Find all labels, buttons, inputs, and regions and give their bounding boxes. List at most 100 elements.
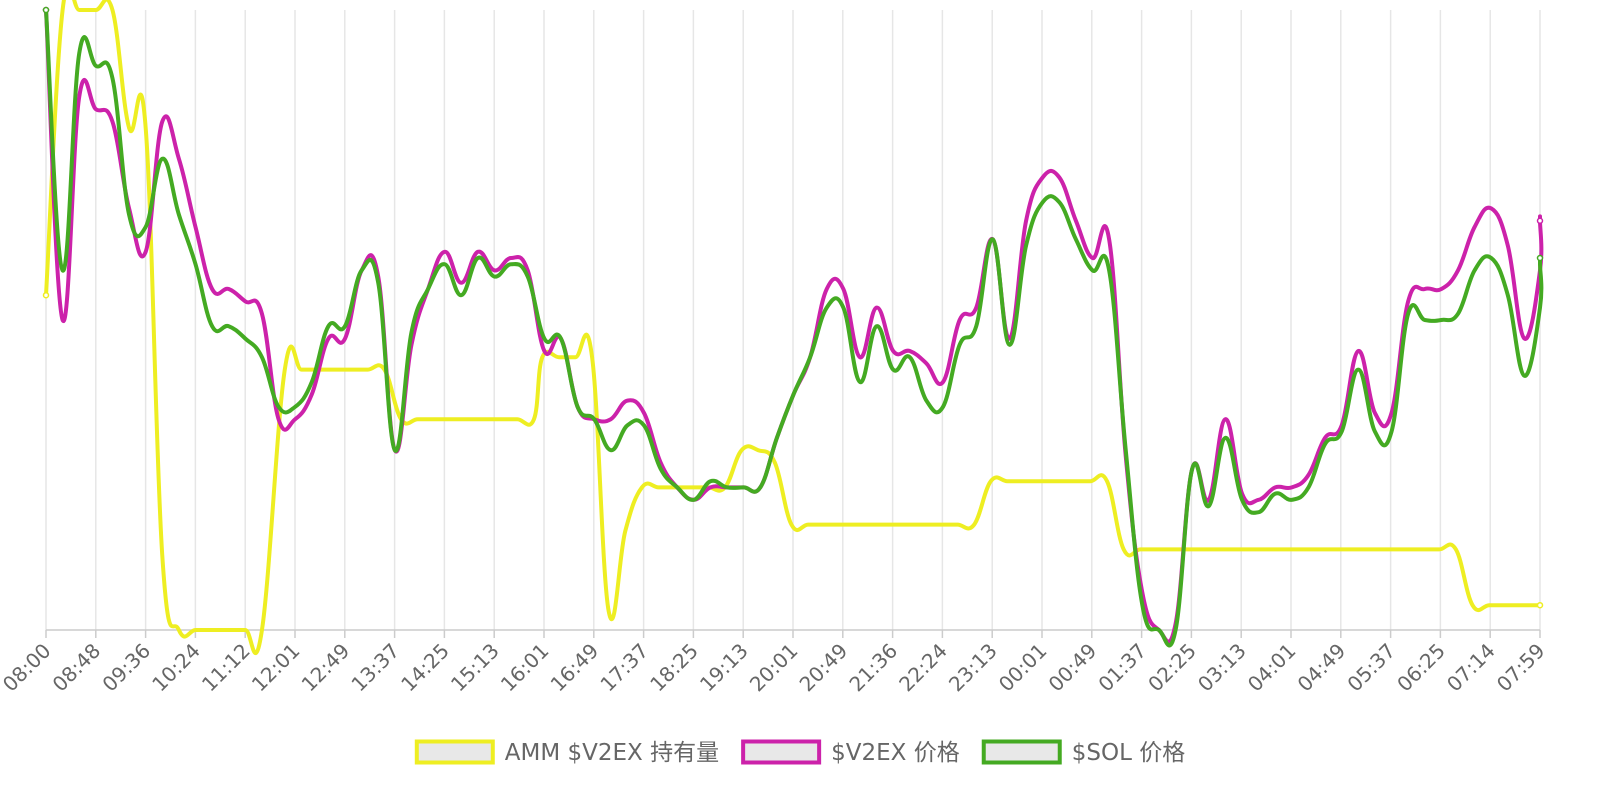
legend-item[interactable]: $SOL 价格	[981, 739, 1185, 766]
data-point	[443, 262, 447, 266]
data-point	[1005, 479, 1009, 483]
data-point	[640, 485, 644, 489]
x-tick-label: 16:01	[496, 639, 554, 697]
data-point	[210, 324, 214, 328]
endpoint-marker	[1536, 601, 1544, 609]
data-point	[856, 523, 860, 527]
legend-item[interactable]: AMM $V2EX 持有量	[414, 739, 719, 766]
data-point	[740, 448, 744, 452]
data-point	[841, 306, 845, 310]
data-point	[343, 324, 347, 328]
data-point	[1138, 547, 1142, 552]
data-point	[326, 324, 330, 328]
x-tick-label: 09:36	[97, 639, 155, 697]
data-point	[1024, 219, 1028, 223]
data-point	[690, 485, 694, 489]
data-point	[858, 355, 862, 359]
data-point	[1088, 479, 1093, 483]
data-point	[499, 417, 503, 421]
x-tick-label: 00:49	[1044, 639, 1102, 697]
data-point	[409, 330, 414, 334]
endpoint-marker	[42, 6, 50, 14]
data-point	[1456, 312, 1460, 316]
data-point	[708, 479, 713, 483]
data-point	[1107, 268, 1111, 272]
data-point	[310, 392, 314, 396]
data-point	[742, 485, 746, 489]
data-point	[858, 380, 862, 384]
data-point	[891, 368, 895, 372]
data-point	[1306, 485, 1311, 489]
data-point	[1323, 436, 1327, 440]
x-tick-label: 08:48	[48, 639, 106, 697]
data-point	[1487, 603, 1491, 607]
legend-label: AMM $V2EX 持有量	[505, 740, 719, 766]
data-point	[1406, 299, 1410, 303]
data-point	[656, 485, 661, 489]
data-point	[509, 256, 513, 260]
legend-swatch	[741, 739, 822, 765]
x-tick-label: 03:13	[1193, 639, 1251, 697]
data-point	[1090, 268, 1095, 272]
data-point	[540, 355, 544, 359]
data-point	[592, 417, 596, 421]
data-point	[210, 287, 214, 291]
data-point	[515, 417, 519, 421]
data-point	[1472, 225, 1477, 229]
data-point	[193, 628, 198, 632]
data-point	[756, 448, 760, 452]
data-point	[310, 380, 314, 384]
data-point	[127, 126, 131, 130]
x-axis: 08:0008:4809:3610:2411:1212:0112:4913:37…	[0, 629, 1550, 697]
data-point	[1520, 603, 1524, 607]
data-point	[573, 355, 578, 359]
data-point	[1340, 430, 1344, 434]
data-point	[625, 399, 630, 403]
x-tick-label: 22:24	[894, 639, 952, 697]
data-point	[841, 287, 845, 291]
data-point	[94, 107, 98, 111]
data-point	[509, 262, 513, 266]
data-point	[1338, 547, 1342, 552]
series-2	[42, 6, 1544, 648]
data-point	[293, 417, 297, 421]
data-point	[1489, 256, 1493, 260]
data-point	[1538, 262, 1542, 266]
data-point	[891, 349, 895, 353]
legend-swatch	[981, 739, 1062, 765]
data-point	[1288, 547, 1292, 552]
data-point	[1404, 547, 1408, 552]
data-point	[974, 324, 978, 328]
data-point	[1022, 479, 1026, 483]
data-point	[825, 287, 829, 291]
data-point	[1122, 547, 1126, 552]
data-point	[609, 417, 613, 421]
data-point	[1356, 349, 1360, 353]
data-point	[1107, 237, 1111, 241]
legend[interactable]: AMM $V2EX 持有量 $V2EX 价格 $SOL 价格	[414, 739, 1185, 766]
endpoint-marker	[1536, 217, 1544, 225]
legend-swatch	[414, 739, 495, 765]
data-point	[1273, 485, 1277, 489]
data-point	[542, 349, 546, 353]
data-point	[243, 299, 247, 303]
data-point	[1423, 318, 1427, 322]
x-tick-label: 12:01	[247, 639, 305, 697]
data-point	[1171, 547, 1176, 552]
data-point	[1439, 318, 1443, 322]
legend-label: $V2EX 价格	[831, 740, 960, 766]
data-point	[1522, 374, 1527, 378]
x-tick-label: 13:37	[346, 639, 404, 697]
x-tick-label: 04:49	[1293, 639, 1351, 697]
data-point	[1456, 268, 1460, 272]
data-point	[941, 405, 945, 409]
data-point	[872, 523, 877, 527]
x-tick-label: 19:13	[695, 639, 753, 697]
data-point	[1506, 244, 1510, 248]
data-point	[1454, 547, 1458, 552]
data-point	[1290, 485, 1294, 489]
data-point	[449, 417, 453, 421]
legend-item[interactable]: $V2EX 价格	[741, 739, 960, 766]
x-tick-label: 23:13	[944, 639, 1002, 697]
data-point	[293, 405, 297, 409]
